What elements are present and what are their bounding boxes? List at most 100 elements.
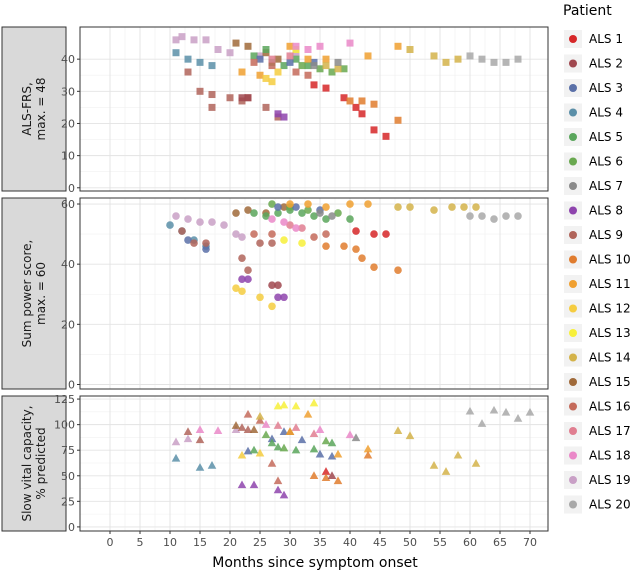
data-point-als-10 (340, 242, 348, 250)
data-point-als-9 (268, 239, 276, 247)
data-point-als-1 (340, 94, 348, 102)
legend-swatch (569, 84, 577, 92)
data-point-als-9 (196, 87, 204, 95)
legend-label: ALS 2 (589, 57, 623, 71)
data-point-als-3 (297, 435, 307, 444)
data-point-als-6 (279, 443, 289, 452)
legend-swatch (569, 182, 577, 190)
data-point-als-1 (370, 230, 378, 238)
legend-swatch (569, 280, 577, 288)
legend-item: ALS 8 (564, 201, 623, 220)
data-point-als-20 (477, 419, 487, 427)
data-point-als-19 (184, 215, 192, 223)
legend-item: ALS 18 (564, 446, 631, 465)
data-point-als-1 (370, 126, 378, 134)
data-point-als-15 (244, 206, 252, 214)
x-tick-label: 70 (523, 536, 537, 549)
data-point-als-9 (237, 423, 247, 431)
legend-title: Patient (563, 3, 612, 19)
y-tick-label: 20 (61, 117, 75, 130)
panel-background (80, 27, 548, 191)
data-point-als-11 (304, 55, 312, 63)
legend-label: ALS 15 (589, 375, 631, 389)
data-point-als-6 (340, 65, 348, 73)
legend-label: ALS 14 (589, 351, 631, 365)
x-tick-label: 65 (493, 536, 507, 549)
facet-strip (1, 26, 67, 192)
data-point-als-9 (202, 239, 210, 247)
data-point-als-1 (310, 81, 318, 89)
data-point-als-17 (286, 221, 294, 229)
data-point-als-20 (490, 215, 498, 223)
data-point-als-11 (364, 52, 372, 60)
data-point-als-5 (304, 62, 312, 70)
data-point-als-14 (453, 450, 463, 459)
data-point-als-9 (256, 239, 264, 247)
data-point-als-5 (346, 215, 354, 223)
data-point-als-8 (249, 480, 259, 489)
legend-swatch (569, 329, 577, 337)
data-point-als-20 (501, 407, 511, 416)
data-point-als-14 (406, 46, 414, 54)
data-point-als-8 (274, 110, 282, 118)
data-point-als-10 (358, 254, 366, 262)
data-point-als-18 (213, 426, 223, 434)
legend-item: ALS 11 (564, 275, 631, 293)
data-point-als-19 (172, 212, 180, 220)
data-point-als-4 (207, 461, 217, 469)
data-point-als-19 (232, 230, 240, 238)
data-point-als-11 (322, 55, 330, 63)
y-tick-label: 40 (61, 258, 75, 271)
data-point-als-14 (429, 461, 439, 469)
data-point-als-18 (346, 39, 354, 47)
data-point-als-16 (243, 409, 253, 418)
data-point-als-13 (279, 400, 289, 409)
data-point-als-19 (196, 218, 204, 226)
legend-swatch (569, 255, 577, 264)
data-point-als-5 (291, 445, 301, 454)
legend-swatch (569, 35, 577, 43)
data-point-als-5 (280, 62, 288, 70)
data-point-als-20 (466, 52, 474, 60)
data-point-als-12 (238, 287, 246, 296)
legend-item: ALS 20 (564, 495, 631, 514)
data-point-als-4 (195, 463, 205, 471)
data-point-als-9 (226, 94, 234, 102)
data-point-als-1 (321, 467, 331, 475)
data-point-als-15 (249, 425, 259, 433)
x-tick-label: 40 (343, 536, 357, 549)
data-point-als-16 (250, 58, 258, 66)
data-point-als-3 (292, 203, 300, 211)
data-point-als-11 (304, 200, 312, 208)
data-point-als-12 (256, 293, 264, 302)
data-point-als-11 (238, 68, 246, 76)
data-point-als-9 (244, 266, 252, 274)
y-tick-label: 0 (68, 378, 75, 391)
data-point-als-12 (268, 78, 276, 86)
y-tick-label: 60 (61, 198, 75, 211)
legend-item: ALS 9 (564, 226, 623, 244)
data-point-als-3 (256, 55, 264, 63)
y-tick-label: 25 (61, 495, 75, 508)
data-point-als-7 (316, 209, 324, 217)
data-point-als-9 (184, 68, 192, 76)
facet-strip-label: Slow vital capacity,% predicted (20, 405, 48, 521)
data-point-als-18 (345, 430, 355, 439)
data-point-als-1 (382, 230, 390, 238)
data-point-als-11 (285, 427, 295, 435)
data-point-als-6 (298, 62, 306, 70)
data-point-als-17 (309, 429, 319, 438)
legend-swatch (569, 231, 577, 239)
legend-item: ALS 16 (564, 397, 631, 416)
data-point-als-14 (393, 426, 403, 434)
data-point-als-12 (262, 74, 270, 82)
data-point-als-4 (208, 62, 216, 70)
data-point-als-10 (363, 450, 373, 459)
data-point-als-5 (262, 212, 270, 220)
legend-label: ALS 1 (589, 32, 623, 46)
data-point-als-4 (171, 453, 181, 462)
data-point-als-5 (250, 209, 258, 217)
facet-strip (1, 395, 67, 532)
data-point-als-9 (183, 427, 193, 435)
data-point-als-3 (267, 434, 277, 443)
